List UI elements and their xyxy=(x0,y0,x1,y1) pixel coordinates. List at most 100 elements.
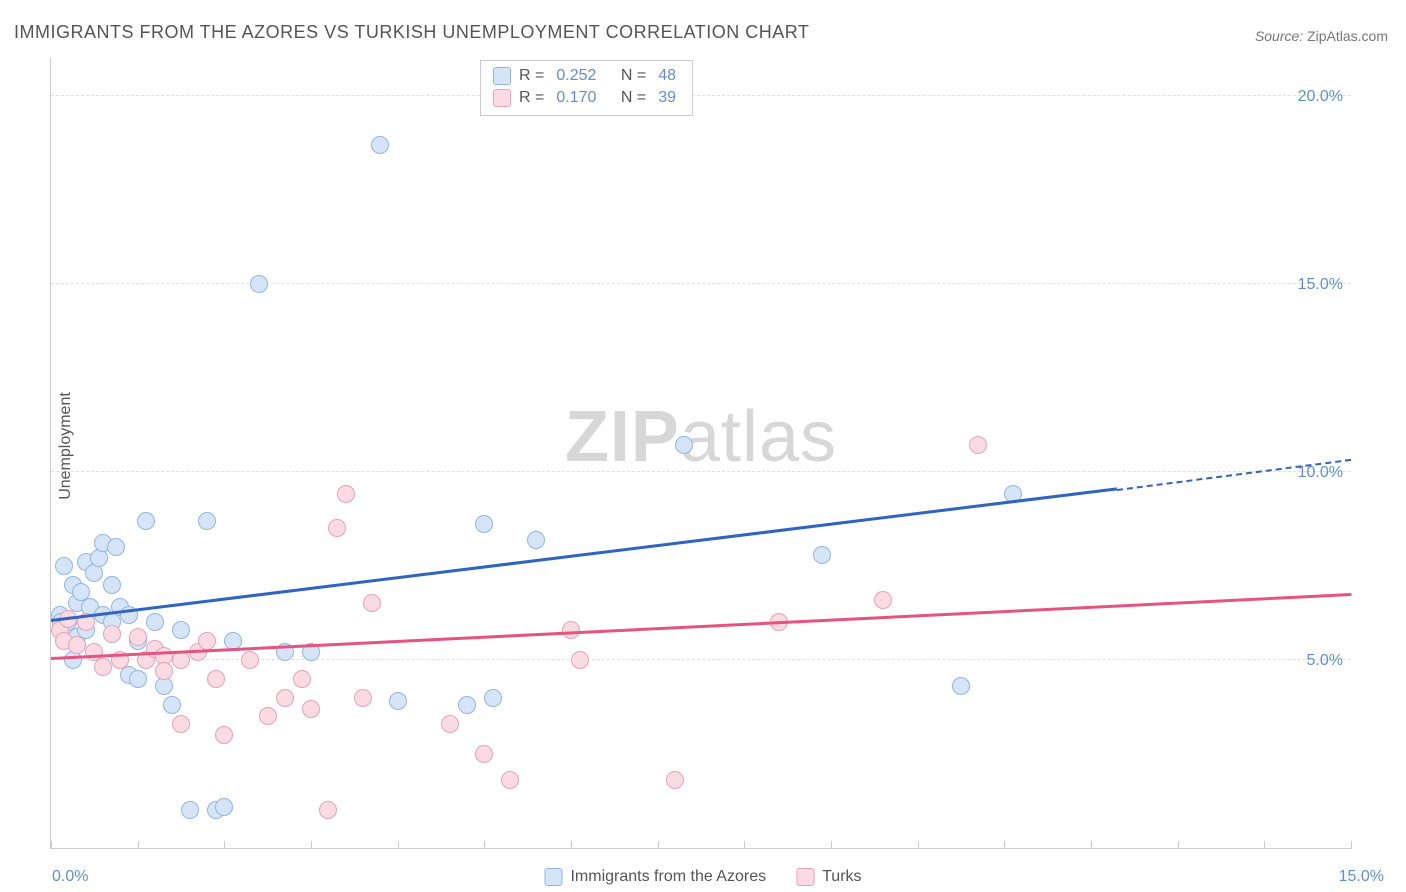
source-label: Source: xyxy=(1255,28,1303,44)
x-tick xyxy=(918,841,919,849)
data-point xyxy=(137,512,155,530)
r-value-turks: 0.170 xyxy=(556,87,596,109)
data-point xyxy=(527,531,545,549)
data-point xyxy=(389,692,407,710)
data-point xyxy=(215,726,233,744)
data-point xyxy=(354,689,372,707)
x-tick xyxy=(1264,841,1265,849)
data-point xyxy=(215,798,233,816)
data-point xyxy=(155,662,173,680)
data-point xyxy=(319,801,337,819)
stats-row-turks: R = 0.170 N = 39 xyxy=(493,87,680,109)
gridline xyxy=(51,95,1351,96)
data-point xyxy=(129,670,147,688)
r-label: R = xyxy=(519,65,544,87)
watermark: ZIPatlas xyxy=(565,396,837,478)
data-point xyxy=(813,546,831,564)
n-value-turks: 39 xyxy=(658,87,676,109)
data-point xyxy=(198,512,216,530)
swatch-turks xyxy=(796,868,814,886)
data-point xyxy=(571,651,589,669)
data-point xyxy=(103,576,121,594)
data-point xyxy=(562,621,580,639)
trend-line xyxy=(51,488,1117,623)
data-point xyxy=(328,519,346,537)
series-legend: Immigrants from the Azores Turks xyxy=(544,868,861,886)
data-point xyxy=(363,594,381,612)
data-point xyxy=(874,591,892,609)
x-tick xyxy=(1091,841,1092,849)
legend-label-azores: Immigrants from the Azores xyxy=(570,868,766,886)
x-tick xyxy=(398,841,399,849)
n-label: N = xyxy=(621,87,646,109)
data-point xyxy=(371,136,389,154)
x-tick xyxy=(51,841,52,849)
x-tick xyxy=(831,841,832,849)
swatch-azores xyxy=(493,67,511,85)
stats-row-azores: R = 0.252 N = 48 xyxy=(493,65,680,87)
x-tick xyxy=(484,841,485,849)
gridline xyxy=(51,283,1351,284)
legend-item-azores: Immigrants from the Azores xyxy=(544,868,766,886)
source-link[interactable]: ZipAtlas.com xyxy=(1307,28,1388,44)
y-tick-label: 5.0% xyxy=(1307,652,1343,670)
data-point xyxy=(198,632,216,650)
x-tick xyxy=(1004,841,1005,849)
data-point xyxy=(501,771,519,789)
x-tick xyxy=(571,841,572,849)
data-point xyxy=(475,515,493,533)
data-point xyxy=(293,670,311,688)
data-point xyxy=(475,745,493,763)
trend-line xyxy=(51,593,1351,660)
data-point xyxy=(302,700,320,718)
data-point xyxy=(666,771,684,789)
x-tick xyxy=(224,841,225,849)
data-point xyxy=(103,625,121,643)
data-point xyxy=(250,275,268,293)
data-point xyxy=(163,696,181,714)
r-value-azores: 0.252 xyxy=(556,65,596,87)
data-point xyxy=(241,651,259,669)
data-point xyxy=(181,801,199,819)
legend-item-turks: Turks xyxy=(796,868,861,886)
data-point xyxy=(172,621,190,639)
data-point xyxy=(129,628,147,646)
chart-title: IMMIGRANTS FROM THE AZORES VS TURKISH UN… xyxy=(14,22,809,43)
swatch-turks xyxy=(493,89,511,107)
data-point xyxy=(207,670,225,688)
chart-container: IMMIGRANTS FROM THE AZORES VS TURKISH UN… xyxy=(0,0,1406,892)
n-value-azores: 48 xyxy=(658,65,676,87)
data-point xyxy=(94,658,112,676)
data-point xyxy=(107,538,125,556)
legend-label-turks: Turks xyxy=(822,868,861,886)
watermark-zip: ZIP xyxy=(565,397,680,477)
source-attribution: Source: ZipAtlas.com xyxy=(1255,28,1388,44)
data-point xyxy=(969,436,987,454)
x-tick-label-max: 15.0% xyxy=(1339,868,1384,886)
data-point xyxy=(675,436,693,454)
data-point xyxy=(55,557,73,575)
data-point xyxy=(952,677,970,695)
x-tick xyxy=(138,841,139,849)
r-label: R = xyxy=(519,87,544,109)
data-point xyxy=(259,707,277,725)
x-tick xyxy=(1351,841,1352,849)
y-tick-label: 20.0% xyxy=(1298,88,1343,106)
x-tick-label-min: 0.0% xyxy=(52,868,88,886)
gridline xyxy=(51,471,1351,472)
n-label: N = xyxy=(621,65,646,87)
data-point xyxy=(172,715,190,733)
data-point xyxy=(441,715,459,733)
watermark-atlas: atlas xyxy=(680,397,837,477)
data-point xyxy=(276,689,294,707)
y-tick-label: 15.0% xyxy=(1298,276,1343,294)
plot-area: ZIPatlas 5.0%10.0%15.0%20.0% xyxy=(50,58,1351,849)
x-tick xyxy=(658,841,659,849)
x-tick xyxy=(1178,841,1179,849)
x-tick xyxy=(744,841,745,849)
data-point xyxy=(68,636,86,654)
data-point xyxy=(484,689,502,707)
data-point xyxy=(146,613,164,631)
x-tick xyxy=(311,841,312,849)
stats-legend-box: R = 0.252 N = 48 R = 0.170 N = 39 xyxy=(480,60,693,116)
